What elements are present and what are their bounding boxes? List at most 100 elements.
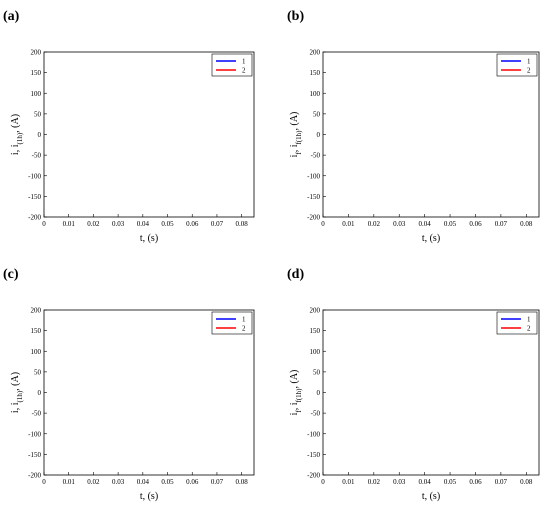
x-tick-label: 0.01 <box>342 478 355 486</box>
y-tick-label: -50 <box>32 410 42 418</box>
x-tick-label: 0.07 <box>211 478 224 486</box>
legend: 12 <box>496 53 538 77</box>
x-tick-label: 0.07 <box>495 220 508 228</box>
y-tick-label: 100 <box>31 90 42 98</box>
x-tick-label: 0.07 <box>211 220 224 228</box>
legend-label-2: 2 <box>242 325 246 333</box>
y-tick-label: 50 <box>34 110 42 118</box>
x-tick-label: 0.04 <box>419 478 432 486</box>
axes-frame <box>322 51 540 218</box>
y-axis-title: i, i(1h), (A) <box>10 372 24 413</box>
x-tick-label: 0.05 <box>444 478 457 486</box>
x-tick-label: 0.02 <box>87 478 100 486</box>
panel-b: (b) 0 0.01 0.02 0.03 0.04 0.05 0.06 0.07 0.08 -200… <box>287 9 540 244</box>
y-axis-title: i, i(1h), (A) <box>10 114 24 155</box>
x-tick-label: 0.05 <box>161 478 174 486</box>
legend-box <box>211 53 253 77</box>
panel-label: (d) <box>287 267 304 282</box>
panel-label: (a) <box>3 9 20 24</box>
x-tick-label: 0 <box>42 478 46 486</box>
legend-label-1: 1 <box>527 316 531 324</box>
x-axis-title: t, (s) <box>422 491 440 502</box>
y-tick-label: 0 <box>317 389 321 397</box>
y-tick-label: -150 <box>28 451 41 459</box>
y-tick-label: -50 <box>311 152 321 160</box>
panel-label: (b) <box>287 9 304 24</box>
x-tick-label: 0.03 <box>393 220 406 228</box>
y-axis-title-part: i <box>289 412 300 415</box>
y-tick-label: -50 <box>311 410 321 418</box>
y-tick-label: -100 <box>28 172 41 180</box>
x-tick-label: 0.05 <box>444 220 457 228</box>
y-tick-label: 200 <box>310 49 321 57</box>
axes-frame <box>43 309 255 476</box>
axes-frame <box>322 309 540 476</box>
y-axis-title-subscript: (1h) <box>16 132 24 144</box>
y-axis-title-part: , (A) <box>289 370 300 389</box>
x-tick-label: 0.04 <box>137 220 150 228</box>
x-tick-label: 0.02 <box>368 220 381 228</box>
y-axis-title-part: , (A) <box>10 114 21 133</box>
y-tick-label: 0 <box>317 131 321 139</box>
y-tick-label: 100 <box>310 90 321 98</box>
y-tick-label: 0 <box>38 131 42 139</box>
legend-label-1: 1 <box>527 58 531 66</box>
panel-a: (a) 0 0.01 0.02 0.03 0.04 0.05 0.06 0.07 0.08 -200… <box>3 9 255 244</box>
y-tick-label: 0 <box>38 389 42 397</box>
x-tick-label: 0.03 <box>112 478 125 486</box>
y-axis-title: if, if(1h), (A) <box>289 112 303 158</box>
y-axis-title-part: i, i <box>10 402 21 413</box>
y-axis-title-subscript: f <box>295 152 303 155</box>
panel-c: (c) 0 0.01 0.02 0.03 0.04 0.05 0.06 0.07 0.08 -200… <box>3 267 255 502</box>
y-tick-label: -100 <box>307 172 320 180</box>
y-tick-label: -100 <box>28 430 41 438</box>
legend-box <box>211 311 253 335</box>
y-tick-label: 150 <box>31 69 42 77</box>
legend-label-2: 2 <box>527 325 531 333</box>
x-tick-label: 0 <box>321 220 325 228</box>
y-axis-title-subscript: f <box>295 410 303 413</box>
y-tick-label: -200 <box>28 472 41 480</box>
x-tick-label: 0.06 <box>186 220 199 228</box>
x-tick-label: 0.01 <box>342 220 355 228</box>
y-axis-title-part: , i <box>289 144 300 152</box>
y-tick-label: 150 <box>310 327 321 335</box>
x-tick-label: 0.08 <box>236 478 249 486</box>
y-tick-label: 100 <box>31 348 42 356</box>
y-tick-label: -200 <box>307 472 320 480</box>
y-tick-label: 50 <box>313 368 321 376</box>
panel-label: (c) <box>3 267 19 282</box>
y-axis-title: if, if(1h), (A) <box>289 370 303 416</box>
x-tick-label: 0.08 <box>236 220 249 228</box>
legend-label-2: 2 <box>527 67 531 75</box>
y-tick-label: 150 <box>310 69 321 77</box>
y-tick-label: -200 <box>28 214 41 222</box>
x-tick-label: 0.01 <box>63 220 76 228</box>
y-tick-label: 100 <box>310 348 321 356</box>
x-axis-title: t, (s) <box>140 233 158 244</box>
x-tick-label: 0.08 <box>520 478 533 486</box>
x-tick-label: 0.08 <box>520 220 533 228</box>
x-tick-label: 0.06 <box>186 478 199 486</box>
x-tick-label: 0.03 <box>393 478 406 486</box>
panel-d: (d) 0 0.01 0.02 0.03 0.04 0.05 0.06 0.07 0.08 -200… <box>287 267 540 502</box>
y-tick-label: -50 <box>32 152 42 160</box>
x-tick-label: 0.04 <box>137 478 150 486</box>
x-axis-title: t, (s) <box>422 233 440 244</box>
x-tick-label: 0.06 <box>469 220 482 228</box>
legend: 12 <box>496 311 538 335</box>
legend: 12 <box>211 53 253 77</box>
x-tick-label: 0.02 <box>368 478 381 486</box>
y-axis-title-part: , i <box>289 402 300 410</box>
y-axis-title-subscript: f(1h) <box>295 388 303 403</box>
x-tick-label: 0.03 <box>112 220 125 228</box>
y-axis-title-subscript: f(1h) <box>295 130 303 145</box>
y-tick-label: 50 <box>313 110 321 118</box>
y-tick-label: -150 <box>28 193 41 201</box>
y-tick-label: -150 <box>307 451 320 459</box>
axes-frame <box>43 51 255 218</box>
y-tick-label: 200 <box>310 307 321 315</box>
x-axis-title: t, (s) <box>140 491 158 502</box>
y-axis-title-part: , (A) <box>10 372 21 391</box>
y-tick-label: 200 <box>31 307 42 315</box>
